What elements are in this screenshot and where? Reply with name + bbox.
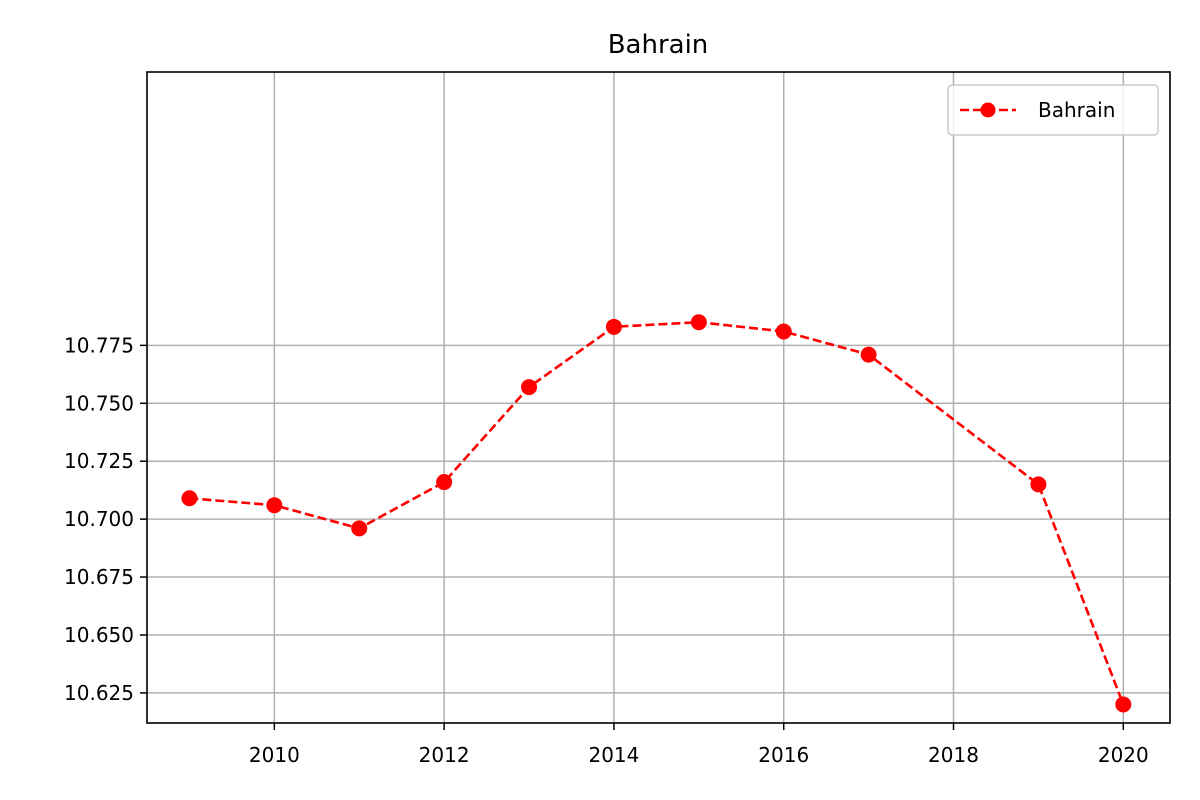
x-tick-label: 2014 bbox=[588, 743, 639, 767]
data-point bbox=[436, 474, 453, 491]
data-point bbox=[860, 346, 877, 363]
y-tick-label: 10.675 bbox=[64, 565, 134, 589]
data-point bbox=[351, 520, 368, 537]
data-point bbox=[266, 497, 283, 514]
x-tick-label: 2016 bbox=[758, 743, 809, 767]
x-tick-label: 2018 bbox=[928, 743, 979, 767]
data-point bbox=[521, 379, 538, 396]
grid bbox=[147, 72, 1170, 723]
plot-frame bbox=[146, 71, 1171, 724]
x-tick-label: 2020 bbox=[1098, 743, 1149, 767]
legend-box bbox=[947, 84, 1159, 136]
y-tick-label: 10.775 bbox=[64, 333, 134, 357]
y-tick-label: 10.625 bbox=[64, 681, 134, 705]
y-tick-label: 10.650 bbox=[64, 623, 134, 647]
y-tick-label: 10.700 bbox=[64, 507, 134, 531]
legend-marker bbox=[980, 102, 996, 118]
series-layer bbox=[181, 314, 1132, 713]
y-tick-label: 10.725 bbox=[64, 449, 134, 473]
chart-title: Bahrain bbox=[608, 30, 709, 60]
data-point bbox=[690, 314, 707, 331]
data-point bbox=[775, 323, 792, 340]
x-axis: 2010 2012 2014 2016 2018 2020 bbox=[249, 723, 1149, 767]
data-point bbox=[605, 318, 622, 335]
y-axis: 10.625 10.650 10.675 10.700 10.725 10.750 10.7… bbox=[64, 333, 147, 705]
x-tick-label: 2010 bbox=[249, 743, 300, 767]
legend-label: Bahrain bbox=[1038, 98, 1115, 122]
y-tick-label: 10.750 bbox=[64, 391, 134, 415]
legend: Bahrain bbox=[947, 84, 1159, 136]
data-point bbox=[1030, 476, 1047, 493]
data-point bbox=[181, 490, 198, 507]
data-point bbox=[1115, 696, 1132, 713]
x-tick-label: 2012 bbox=[419, 743, 470, 767]
